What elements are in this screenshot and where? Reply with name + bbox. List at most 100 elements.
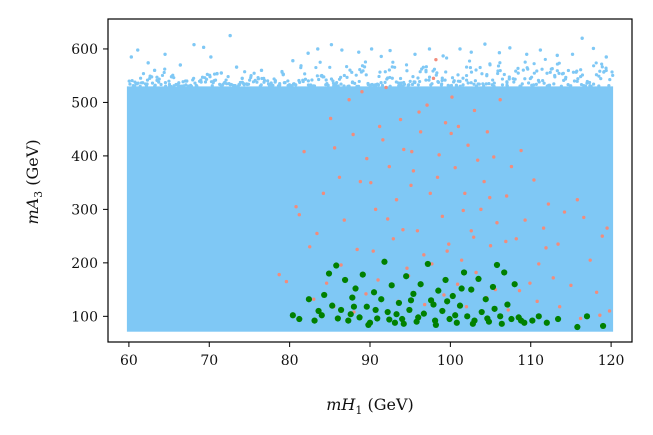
highlighted-point [488,244,493,248]
data-point [379,54,383,59]
data-point [167,79,171,83]
data-point [491,78,495,82]
data-point [248,78,252,82]
data-point [604,55,608,59]
highlighted-point [466,143,470,147]
data-point [532,71,536,75]
data-point [520,82,524,86]
data-point [350,70,354,74]
data-point [526,67,530,71]
highlighted-point [514,237,518,241]
highlighted-point [474,270,478,275]
highlighted-point [385,217,390,221]
data-point [441,54,445,58]
data-point [322,75,326,79]
selected-point [456,302,464,309]
data-point [211,80,215,85]
data-point [488,63,492,67]
data-point [543,57,547,62]
data-point [416,83,420,87]
data-point [347,84,351,88]
data-point [311,84,316,88]
selected-point [475,275,482,282]
y-tick-label: 200 [71,256,98,272]
data-point [467,59,472,63]
data-point [348,68,352,72]
data-point [208,73,212,77]
highlighted-point [461,208,465,213]
data-point [566,68,570,73]
highlighted-point [575,198,580,202]
highlighted-point [443,121,448,125]
data-point [224,78,228,82]
data-point [568,84,573,88]
selected-point [352,285,359,292]
data-point [155,75,159,79]
data-point [557,71,561,75]
data-point [434,73,438,77]
data-point [192,42,196,47]
data-point [464,78,469,82]
data-point [163,67,167,71]
highlighted-point [308,245,312,249]
data-point [532,62,536,66]
selected-point [432,321,440,328]
data-point [468,65,473,70]
data-point [571,70,576,74]
selected-point [489,283,497,291]
highlighted-point [607,309,612,313]
highlighted-point [422,253,426,257]
x-tick-label: 100 [437,353,464,369]
highlighted-point [384,85,388,90]
data-point [575,79,579,83]
selected-point [363,303,370,310]
data-point [597,84,601,88]
selected-point [388,282,395,289]
data-point [240,80,244,84]
data-point [496,64,501,68]
data-point [210,84,214,88]
data-point [286,79,290,83]
selected-point [417,281,424,288]
x-axis-label: mH1 (GeV) [326,395,414,417]
data-point [246,82,251,86]
data-point [500,77,505,81]
data-point [538,48,543,52]
data-point [575,69,579,73]
selected-point [410,290,417,297]
data-point [159,82,163,87]
selected-point [403,273,410,280]
data-point [233,83,237,88]
data-point [393,65,397,69]
data-point [555,53,559,58]
data-point [589,84,593,88]
data-point [492,84,496,88]
selected-point [372,306,379,314]
selected-point [318,312,325,319]
highlighted-point [428,191,432,196]
selected-point [386,316,393,323]
data-point [566,83,570,87]
data-point [564,75,568,80]
data-point [342,73,346,78]
data-point [219,71,224,75]
x-tick-label: 60 [120,353,138,369]
data-point [260,76,264,81]
data-point [294,83,298,87]
data-point [572,79,577,83]
data-point [404,63,409,67]
data-point [594,73,599,77]
data-point [600,62,604,66]
highlighted-point [364,292,368,296]
highlighted-point [469,229,473,233]
highlighted-point [557,305,562,309]
y-tick-label: 500 [71,95,98,111]
data-point [461,76,465,80]
data-point [336,84,340,88]
highlighted-point [430,262,434,266]
points-layer [129,33,613,331]
data-point [306,51,310,55]
y-tick-label: 300 [71,202,98,218]
data-point [345,75,349,79]
data-point [262,80,266,84]
